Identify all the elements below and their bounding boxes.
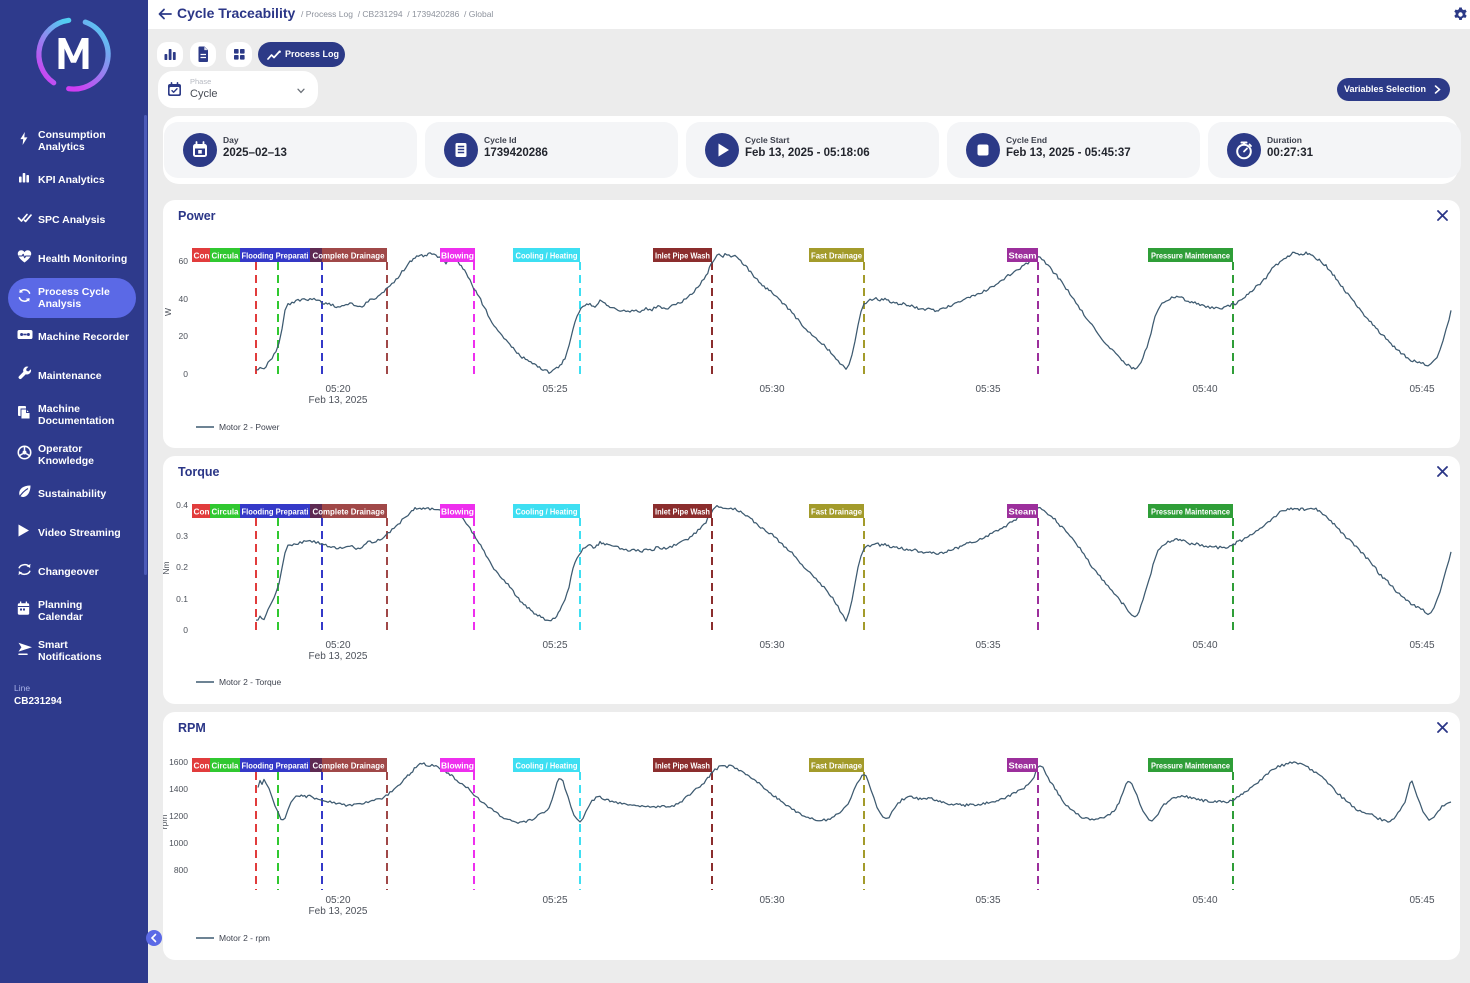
svg-text:05:35: 05:35	[975, 384, 1000, 395]
svg-text:800: 800	[174, 865, 188, 875]
svg-text:05:20: 05:20	[325, 640, 350, 651]
svg-text:05:25: 05:25	[542, 384, 567, 395]
svg-text:Pressure Maintenance: Pressure Maintenance	[1151, 251, 1230, 261]
svg-text:Cooling / Heating: Cooling / Heating	[516, 761, 578, 771]
svg-text:Cooling / Heating: Cooling / Heating	[516, 507, 578, 517]
svg-text:Motor 2 - rpm: Motor 2 - rpm	[219, 933, 270, 943]
svg-text:0: 0	[183, 625, 188, 635]
svg-text:05:40: 05:40	[1192, 640, 1217, 651]
svg-text:Feb 13, 2025: Feb 13, 2025	[309, 651, 368, 662]
svg-text:Con: Con	[194, 761, 210, 771]
svg-text:Steam: Steam	[1009, 251, 1037, 261]
svg-text:0.3: 0.3	[176, 531, 188, 541]
svg-text:1000: 1000	[169, 838, 188, 848]
svg-text:rpm: rpm	[163, 815, 169, 830]
svg-text:60: 60	[179, 256, 189, 266]
svg-text:05:30: 05:30	[759, 895, 784, 906]
svg-text:Blowing: Blowing	[441, 761, 474, 771]
svg-text:Flooding Preparati: Flooding Preparati	[242, 507, 309, 517]
svg-text:Con: Con	[194, 251, 210, 261]
svg-text:05:35: 05:35	[975, 640, 1000, 651]
svg-text:Feb 13, 2025: Feb 13, 2025	[309, 906, 368, 917]
svg-text:05:40: 05:40	[1192, 895, 1217, 906]
svg-text:1200: 1200	[169, 811, 188, 821]
svg-text:Complete Drainage: Complete Drainage	[313, 507, 385, 517]
svg-text:05:20: 05:20	[325, 895, 350, 906]
svg-text:Flooding Preparati: Flooding Preparati	[242, 251, 309, 261]
svg-text:Nm: Nm	[163, 561, 171, 574]
svg-text:Circula: Circula	[212, 761, 239, 771]
svg-text:05:25: 05:25	[542, 895, 567, 906]
svg-text:1400: 1400	[169, 784, 188, 794]
svg-text:05:20: 05:20	[325, 384, 350, 395]
svg-text:Fast Drainage: Fast Drainage	[811, 507, 862, 517]
svg-text:Blowing: Blowing	[441, 507, 474, 517]
svg-text:Circula: Circula	[212, 251, 239, 261]
svg-text:Blowing: Blowing	[441, 251, 474, 261]
svg-text:Fast Drainage: Fast Drainage	[811, 761, 862, 771]
svg-text:05:30: 05:30	[759, 640, 784, 651]
svg-text:05:30: 05:30	[759, 384, 784, 395]
svg-text:05:25: 05:25	[542, 640, 567, 651]
svg-text:Inlet Pipe Wash: Inlet Pipe Wash	[655, 507, 710, 517]
svg-text:05:45: 05:45	[1409, 384, 1434, 395]
svg-text:05:45: 05:45	[1409, 640, 1434, 651]
svg-text:Feb 13, 2025: Feb 13, 2025	[309, 395, 368, 406]
svg-text:W: W	[163, 308, 173, 316]
svg-text:Pressure Maintenance: Pressure Maintenance	[1151, 761, 1230, 771]
svg-text:0.2: 0.2	[176, 562, 188, 572]
svg-text:Con: Con	[194, 507, 210, 517]
svg-text:20: 20	[179, 331, 189, 341]
svg-text:Steam: Steam	[1009, 507, 1037, 517]
svg-text:0.4: 0.4	[176, 500, 188, 510]
svg-text:05:35: 05:35	[975, 895, 1000, 906]
svg-text:Steam: Steam	[1009, 761, 1037, 771]
svg-text:Motor 2 - Torque: Motor 2 - Torque	[219, 677, 281, 687]
svg-text:Pressure Maintenance: Pressure Maintenance	[1151, 507, 1230, 517]
svg-text:1600: 1600	[169, 757, 188, 767]
svg-text:05:40: 05:40	[1192, 384, 1217, 395]
svg-text:Fast Drainage: Fast Drainage	[811, 251, 862, 261]
svg-text:Inlet Pipe Wash: Inlet Pipe Wash	[655, 251, 710, 261]
svg-text:0: 0	[183, 369, 188, 379]
svg-text:Cooling / Heating: Cooling / Heating	[516, 251, 578, 261]
svg-text:Complete Drainage: Complete Drainage	[313, 251, 385, 261]
svg-text:40: 40	[179, 294, 189, 304]
svg-text:Circula: Circula	[212, 507, 239, 517]
svg-text:Motor 2 - Power: Motor 2 - Power	[219, 422, 280, 432]
svg-text:Flooding Preparati: Flooding Preparati	[242, 761, 309, 771]
svg-text:Complete Drainage: Complete Drainage	[313, 761, 385, 771]
svg-text:0.1: 0.1	[176, 594, 188, 604]
svg-text:05:45: 05:45	[1409, 895, 1434, 906]
svg-text:Inlet Pipe Wash: Inlet Pipe Wash	[655, 761, 710, 771]
